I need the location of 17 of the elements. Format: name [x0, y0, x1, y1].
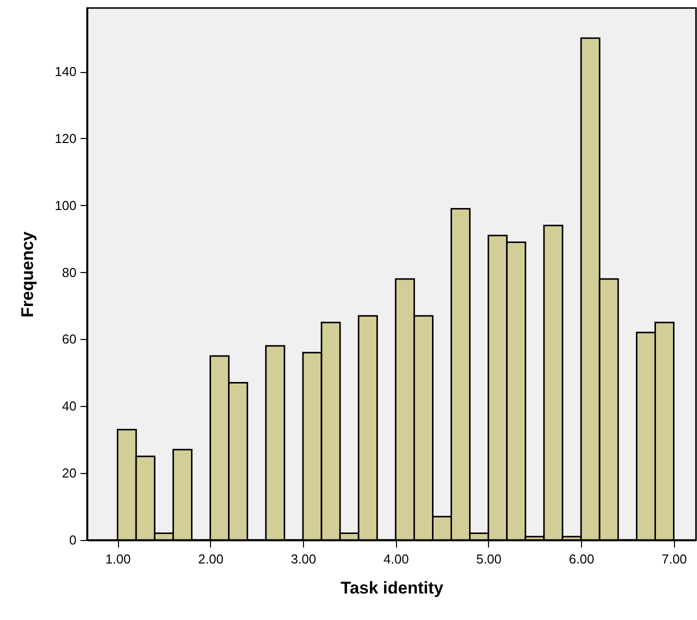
x-tick-label: 4.00 [384, 552, 409, 566]
x-tick-label: 7.00 [662, 552, 687, 566]
y-tick-label: 40 [62, 398, 76, 414]
x-tick-label: 2.00 [198, 552, 224, 566]
y-tick-label: 120 [54, 130, 76, 146]
x-tick-label: 5.00 [476, 552, 502, 566]
y-tick-label: 100 [54, 198, 76, 213]
x-tick-label: 1.00 [105, 552, 131, 566]
x-axis-title: Task identity [340, 578, 444, 598]
x-tick-label: 6.00 [568, 552, 594, 566]
y-tick-label: 80 [62, 264, 76, 280]
y-axis-title: Frequency [18, 230, 37, 318]
y-tick-label: 60 [62, 332, 76, 347]
y-tick-label: 0 [69, 532, 76, 548]
x-tick-label: 3.00 [290, 552, 316, 566]
y-tick-label: 20 [62, 466, 76, 481]
y-tick-label: 140 [54, 64, 76, 80]
